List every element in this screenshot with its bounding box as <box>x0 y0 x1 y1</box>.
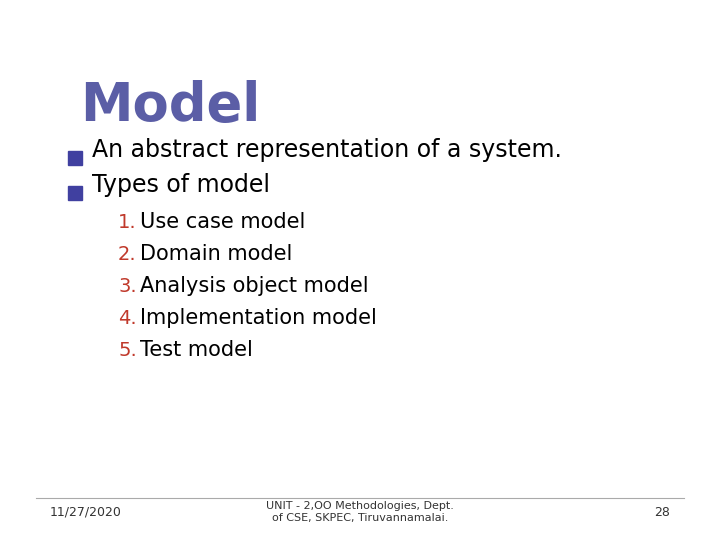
Text: Analysis object model: Analysis object model <box>140 276 369 296</box>
Text: 4.: 4. <box>118 308 137 327</box>
Text: 2.: 2. <box>118 245 137 264</box>
Text: An abstract representation of a system.: An abstract representation of a system. <box>92 138 562 162</box>
Text: UNIT - 2,OO Methodologies, Dept.
of CSE, SKPEC, Tiruvannamalai.: UNIT - 2,OO Methodologies, Dept. of CSE,… <box>266 501 454 523</box>
Text: 5.: 5. <box>118 341 137 360</box>
Text: Types of model: Types of model <box>92 173 270 197</box>
Text: 1.: 1. <box>118 213 137 232</box>
Text: 28: 28 <box>654 505 670 518</box>
Text: Test model: Test model <box>140 340 253 360</box>
Text: 11/27/2020: 11/27/2020 <box>50 505 122 518</box>
Text: Implementation model: Implementation model <box>140 308 377 328</box>
Text: Model: Model <box>80 80 260 132</box>
Bar <box>68 186 82 200</box>
Bar <box>68 151 82 165</box>
Text: Domain model: Domain model <box>140 244 292 264</box>
Text: 3.: 3. <box>118 276 137 295</box>
Text: Use case model: Use case model <box>140 212 305 232</box>
